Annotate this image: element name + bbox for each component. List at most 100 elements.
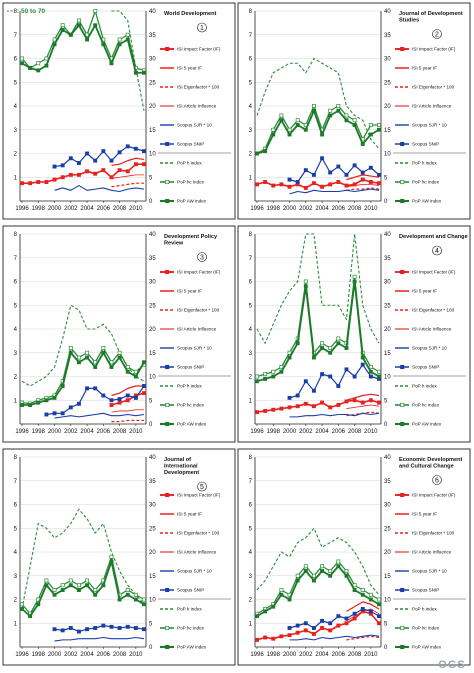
series-isi-eigenfactor-100 <box>111 419 144 423</box>
data-point <box>311 631 316 636</box>
legend-label: ISI 5 year IF <box>177 512 202 517</box>
data-point <box>295 630 300 635</box>
y-right-tick-label: 40 <box>384 455 391 461</box>
data-point <box>295 578 300 583</box>
data-point <box>255 374 259 379</box>
data-point <box>125 32 130 37</box>
data-point <box>295 623 300 628</box>
data-point <box>60 163 65 168</box>
data-point <box>368 132 373 137</box>
data-point <box>311 181 316 186</box>
chart-panel-2: 1 2 3 4 5 6 7 8 0 5 10 15 20 25 30 35 40 1996 1998 2000 2002… <box>237 2 471 220</box>
data-point <box>336 559 341 564</box>
data-point <box>295 123 300 127</box>
data-point <box>352 163 357 168</box>
x-tick-label: 2008 <box>113 652 127 658</box>
data-point <box>117 42 122 47</box>
data-point <box>52 588 57 592</box>
data-point <box>336 614 341 619</box>
series-line <box>346 187 380 191</box>
data-point <box>255 379 259 384</box>
data-point <box>271 132 276 137</box>
data-point <box>60 175 65 180</box>
series-line <box>54 636 145 642</box>
data-point <box>85 583 90 588</box>
y-left-tick-label: 1 <box>249 175 253 181</box>
data-point <box>109 398 114 403</box>
data-point <box>344 573 349 578</box>
data-point <box>263 180 268 184</box>
series-line <box>256 527 380 596</box>
data-point <box>68 156 73 161</box>
data-point <box>287 633 292 638</box>
data-point <box>377 123 381 127</box>
data-point <box>109 624 114 629</box>
data-point <box>44 180 49 184</box>
data-point <box>360 607 365 611</box>
y-left-tick-label: 3 <box>14 574 18 580</box>
panel-border <box>237 225 471 443</box>
y-right-tick-label: 0 <box>149 422 153 428</box>
data-point <box>344 569 349 573</box>
series-line <box>256 610 380 641</box>
legend-label: ISI Article Influence <box>177 104 217 109</box>
data-point <box>279 118 284 123</box>
data-point <box>109 360 114 365</box>
data-point <box>52 592 57 597</box>
series-line <box>22 163 144 184</box>
legend-label: ISI Article Influence <box>412 550 452 555</box>
data-point <box>263 408 268 413</box>
data-point <box>142 149 146 154</box>
data-point <box>352 611 357 616</box>
data-point <box>125 365 130 369</box>
data-point <box>352 182 357 187</box>
x-tick-label: 2006 <box>97 429 111 435</box>
data-point <box>133 592 138 597</box>
data-point <box>377 172 381 177</box>
legend-swatch-marker <box>165 421 170 427</box>
data-point <box>344 346 349 350</box>
y-right-tick-label: 30 <box>384 503 391 509</box>
data-point <box>76 588 81 592</box>
series-pop-aw-index <box>20 350 146 407</box>
panel-number-circle <box>197 252 207 262</box>
x-tick-label: 2010 <box>364 652 378 658</box>
data-point <box>368 123 373 127</box>
data-point <box>255 182 259 187</box>
series-line <box>346 183 380 188</box>
y-right-tick-label: 30 <box>149 57 156 63</box>
data-point <box>352 616 357 621</box>
legend-swatch-marker <box>165 625 170 631</box>
y-right-tick-label: 30 <box>149 503 156 509</box>
data-point <box>28 66 33 70</box>
panel-number-circle <box>432 29 442 39</box>
panel-title-line: Development Policy <box>164 234 218 240</box>
x-tick-label: 2002 <box>64 652 78 658</box>
data-point <box>287 177 292 182</box>
series-scopus-snip <box>287 156 381 184</box>
data-point <box>320 618 325 623</box>
legend-label: Scopus SJR * 10 <box>412 569 447 574</box>
series-pop-hc-index <box>255 559 381 616</box>
y-right-tick-label: 30 <box>384 280 391 286</box>
data-point <box>133 369 138 374</box>
data-point <box>320 400 325 405</box>
y-right-tick-label: 25 <box>384 80 391 86</box>
data-point <box>279 588 284 592</box>
data-point <box>320 569 325 573</box>
data-point <box>377 374 381 379</box>
data-point <box>303 127 308 132</box>
data-point <box>101 149 106 154</box>
x-tick-label: 1996 <box>15 652 29 658</box>
legend-label: ISI 5 year IF <box>412 289 437 294</box>
legend-swatch-marker <box>165 198 170 204</box>
x-tick-label: 2002 <box>299 206 313 212</box>
y-left-tick-label: 7 <box>249 33 253 39</box>
data-point <box>336 180 341 184</box>
x-tick-label: 2010 <box>364 429 378 435</box>
panel-number: 3 <box>200 255 204 262</box>
data-point <box>125 169 130 174</box>
y-left-tick-label: 5 <box>249 526 253 532</box>
x-tick-label: 2000 <box>283 206 297 212</box>
